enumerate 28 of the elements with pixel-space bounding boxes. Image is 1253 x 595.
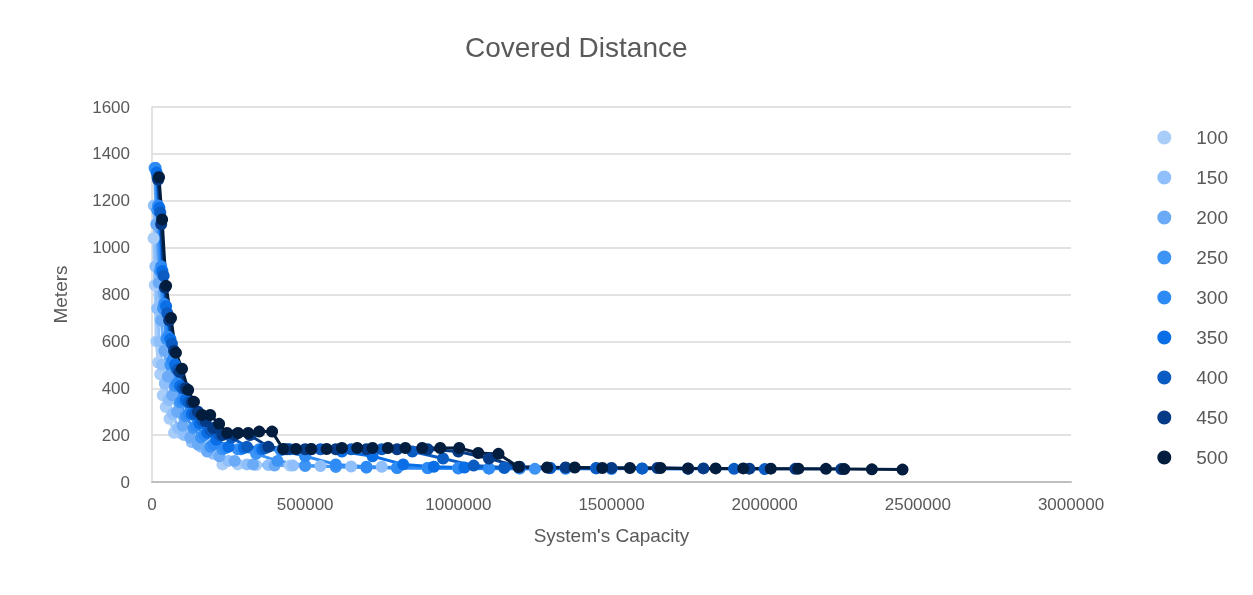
legend-label: 450 [1196,407,1228,428]
y-tick-label: 1400 [92,144,130,164]
legend-label: 200 [1196,207,1228,228]
y-axis-title: Meters [50,265,71,324]
x-tick-label: 1000000 [425,495,492,514]
legend-label: 300 [1196,287,1228,308]
x-tick-label: 3000000 [1037,495,1105,514]
chart-title: Covered Distance [465,31,688,63]
x-tick-label: 1500000 [578,495,645,514]
x-tick-label: 2000000 [731,495,798,514]
legend-label: 100 [1196,127,1228,148]
legend-label: 350 [1196,327,1228,348]
legend-label: 250 [1196,247,1228,268]
y-tick-label: 1600 [92,97,130,117]
y-tick-label: 200 [101,425,130,445]
x-tick-label: 2500000 [884,495,951,514]
y-tick-label: 1200 [92,191,130,211]
legend-label: 400 [1196,367,1228,388]
legend-label: 150 [1196,167,1228,188]
y-tick-label: 600 [101,331,130,351]
x-tick-label: 0 [147,495,157,514]
legend-label: 500 [1196,447,1228,468]
x-tick-label: 500000 [276,495,334,514]
y-tick-label: 400 [101,378,130,398]
y-tick-label: 800 [101,285,130,304]
y-tick-label: 1000 [92,238,130,258]
y-tick-label: 0 [120,472,130,492]
x-axis-title: System's Capacity [533,525,690,546]
